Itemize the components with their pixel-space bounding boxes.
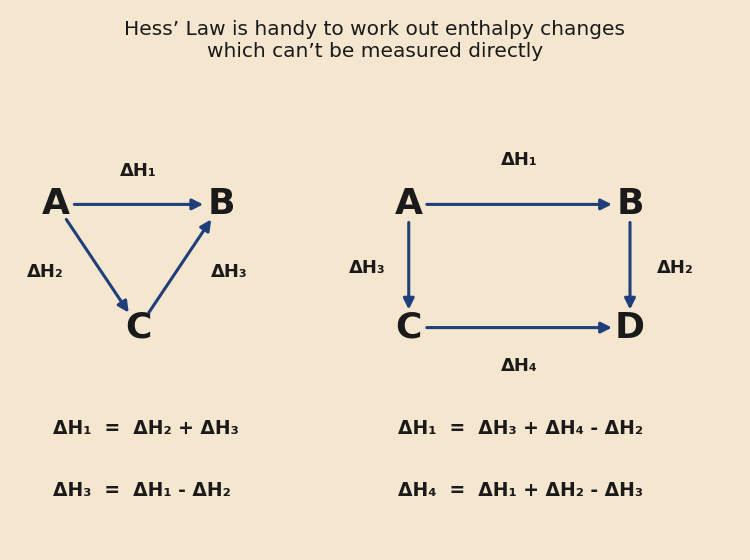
Text: ΔH₂: ΔH₂ xyxy=(657,259,693,277)
Text: ΔH₁  =  ΔH₃ + ΔH₄ - ΔH₂: ΔH₁ = ΔH₃ + ΔH₄ - ΔH₂ xyxy=(398,419,643,438)
Text: A: A xyxy=(42,188,70,221)
Text: ΔH₁  =  ΔH₂ + ΔH₃: ΔH₁ = ΔH₂ + ΔH₃ xyxy=(53,419,238,438)
Text: ΔH₃: ΔH₃ xyxy=(211,263,247,281)
Text: ΔH₃  =  ΔH₁ - ΔH₂: ΔH₃ = ΔH₁ - ΔH₂ xyxy=(53,480,230,500)
Text: B: B xyxy=(208,188,235,221)
Text: ΔH₄  =  ΔH₁ + ΔH₂ - ΔH₃: ΔH₄ = ΔH₁ + ΔH₂ - ΔH₃ xyxy=(398,480,643,500)
Text: C: C xyxy=(125,311,152,344)
Text: B: B xyxy=(616,188,644,221)
Text: D: D xyxy=(615,311,645,344)
Text: Hess’ Law is handy to work out enthalpy changes
which can’t be measured directly: Hess’ Law is handy to work out enthalpy … xyxy=(124,20,626,60)
Text: C: C xyxy=(395,311,422,344)
Text: ΔH₂: ΔH₂ xyxy=(27,263,63,281)
Text: ΔH₄: ΔH₄ xyxy=(501,357,537,375)
Text: ΔH₁: ΔH₁ xyxy=(501,151,537,169)
Text: A: A xyxy=(394,188,423,221)
Text: ΔH₃: ΔH₃ xyxy=(350,259,386,277)
Text: ΔH₁: ΔH₁ xyxy=(120,162,158,180)
